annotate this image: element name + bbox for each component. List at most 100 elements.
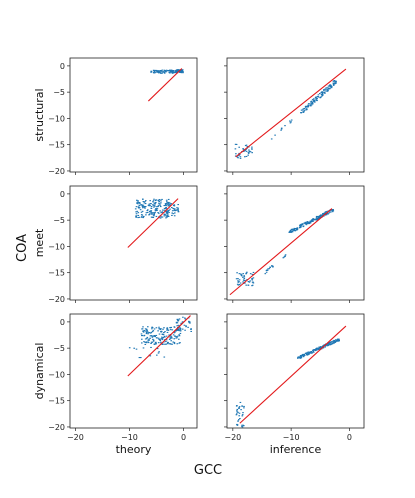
data-point [241,405,243,407]
data-point [331,341,334,343]
data-point [289,120,291,122]
data-point [247,154,249,156]
data-point [135,348,138,350]
data-point [243,150,245,152]
data-point [173,341,176,343]
data-point [317,348,320,350]
data-point [234,143,237,145]
data-point [162,328,164,330]
data-point [302,108,305,110]
data-point [320,346,323,348]
data-point [180,322,182,324]
data-point [161,209,164,211]
panel-meet-inference [224,185,365,303]
data-point [328,343,331,345]
data-point [173,338,175,340]
y-tick-label: 0 [60,62,65,71]
data-point [187,326,189,328]
data-point [151,327,154,329]
data-point [150,216,153,218]
data-point [144,341,146,343]
data-point [159,70,161,72]
data-point [174,331,176,333]
data-point [165,207,167,209]
data-point [171,70,173,72]
data-point [264,273,267,275]
data-point [176,343,179,345]
diagonal-line [235,68,347,158]
data-point [235,153,237,155]
y-tick-label: −10 [48,242,65,251]
data-point [238,284,241,286]
data-point [306,222,308,224]
data-point [172,334,175,336]
row-label: dynamical [33,343,46,400]
data-point [161,337,164,339]
data-point [181,328,184,330]
data-point [251,148,253,150]
data-point [153,328,156,330]
data-point [157,352,160,354]
data-point [147,326,149,328]
data-point [317,94,320,96]
data-point [146,211,149,213]
data-point [293,229,295,231]
data-point [139,204,142,206]
data-point [315,216,318,218]
data-point [239,157,242,159]
data-point [177,329,180,331]
data-point [303,107,306,109]
data-point [154,203,156,205]
data-point [142,207,144,209]
data-point [330,85,332,87]
data-point [166,201,168,203]
data-point [174,335,176,337]
x-tick-label: 0 [181,433,186,442]
data-point [327,88,330,90]
data-point [184,318,187,320]
data-point [141,338,143,340]
data-point [166,329,168,331]
data-point [239,418,241,420]
axes-frame [69,185,198,301]
data-point [166,215,169,217]
data-point [137,217,139,219]
data-point [156,70,158,72]
data-point [328,212,330,214]
data-point [240,274,243,276]
data-point [154,69,156,71]
data-point [167,201,170,203]
x-tick-label: −10 [121,433,138,442]
data-point [326,210,329,212]
data-point [314,101,316,103]
data-point [179,330,182,332]
data-point [155,199,157,201]
data-point [238,412,241,414]
data-point [238,155,240,157]
data-point [252,282,255,284]
data-point [236,411,238,413]
data-point [284,255,286,257]
data-point [242,148,244,150]
data-point [236,283,239,285]
data-point [306,109,308,111]
data-point [307,103,310,105]
data-point [181,69,183,71]
data-point [265,269,268,271]
data-point [128,347,131,349]
axes-frame [226,185,365,301]
data-point [173,204,176,206]
data-point [326,343,329,345]
data-point [156,348,159,350]
data-point [314,218,317,220]
diagonal-line [127,315,191,377]
data-point [169,337,172,339]
data-point [330,87,333,89]
data-point [332,82,335,84]
data-point [146,336,149,338]
data-point [157,342,160,344]
data-point [324,90,327,92]
data-point [332,80,335,82]
data-point [142,217,145,219]
data-point [244,156,246,158]
